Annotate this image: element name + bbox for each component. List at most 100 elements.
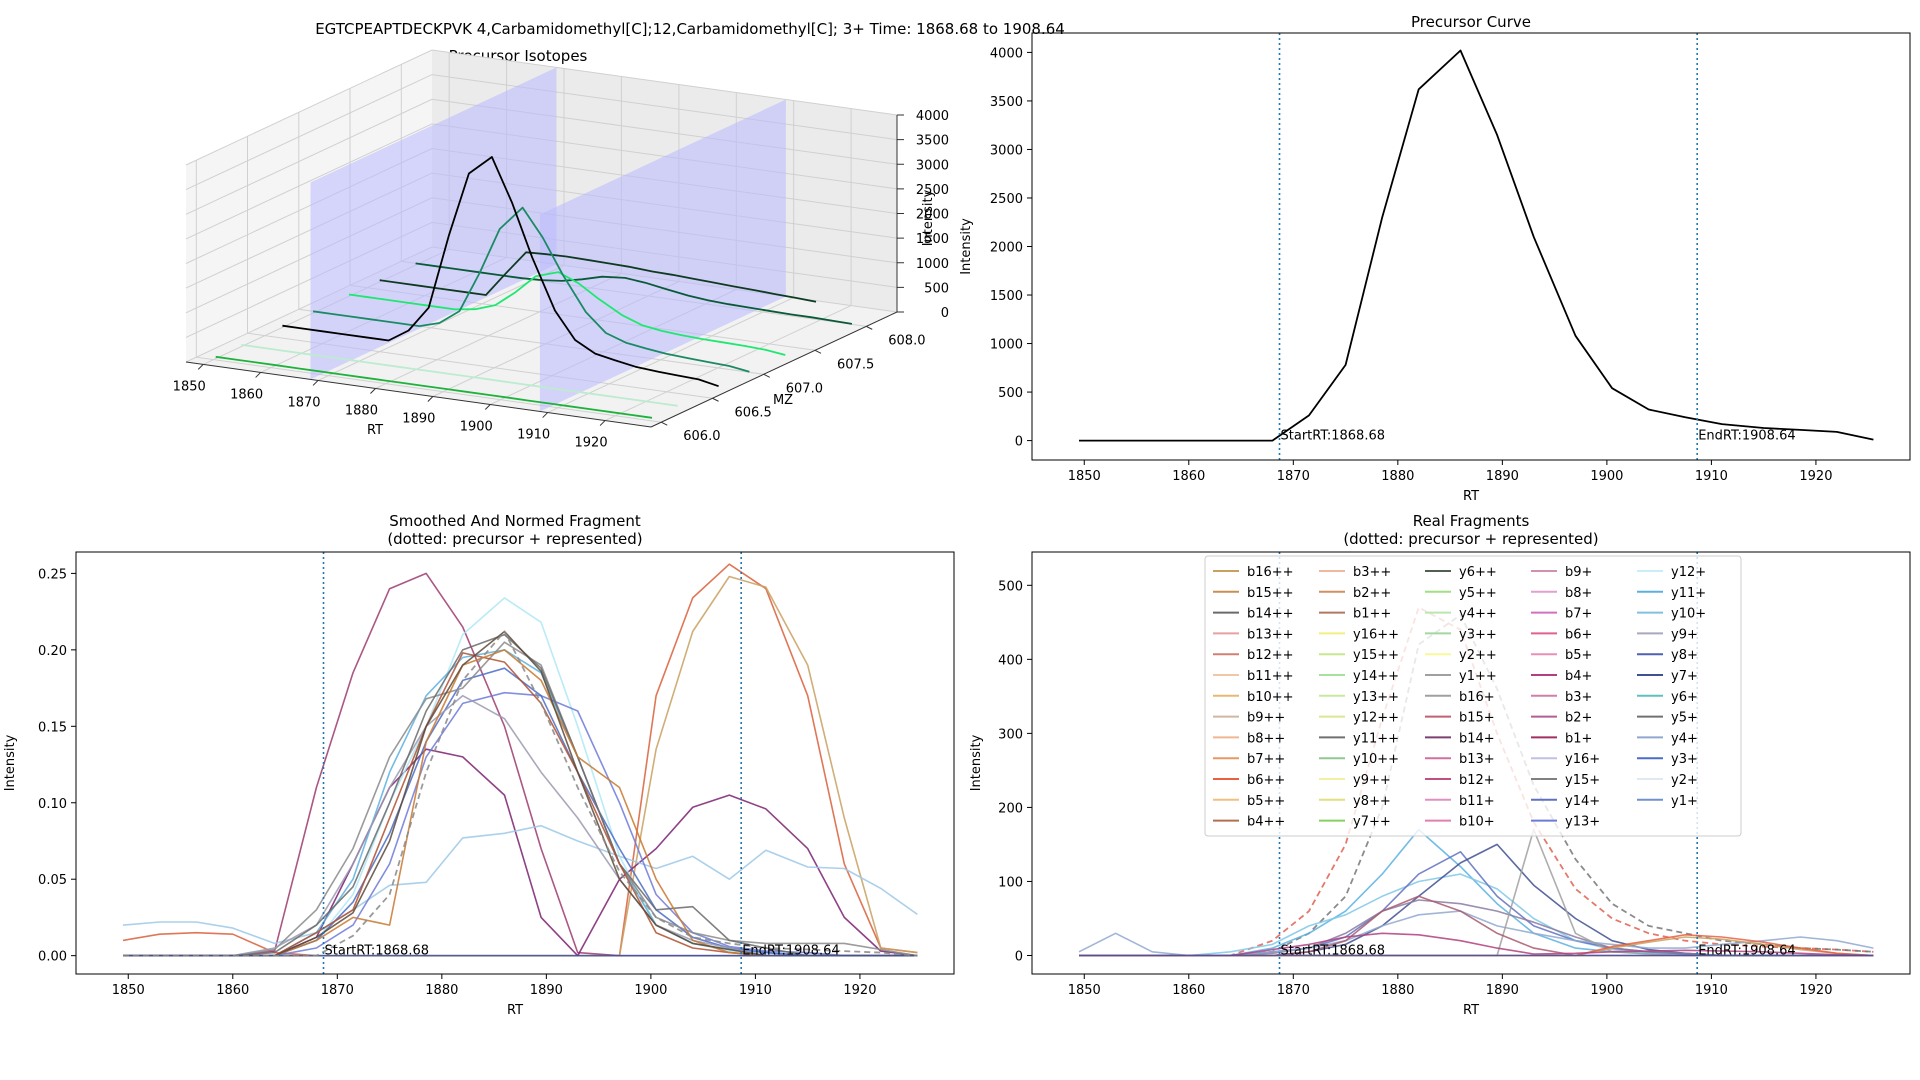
legend-label: b9++: [1247, 711, 1285, 726]
legend-label: b3+: [1565, 690, 1592, 705]
y-tick-label: 0.25: [38, 567, 67, 582]
isotope-line-2: [348, 271, 786, 356]
x-tick-label: 1850: [1068, 469, 1101, 484]
x-tick-label: 1860: [1172, 983, 1205, 998]
mz-tick-label: 607.0: [786, 381, 823, 396]
rt-axis-label: RT: [367, 423, 383, 438]
x-tick-label: 1910: [1695, 469, 1728, 484]
mz-tick-label: 608.0: [888, 333, 925, 348]
legend-label: y2++: [1459, 648, 1497, 663]
legend-label: b4++: [1247, 815, 1285, 830]
legend-label: b16+: [1459, 690, 1495, 705]
legend-label: b2+: [1565, 711, 1592, 726]
legend-label: y11+: [1671, 586, 1706, 601]
chart-precursor-curve: Precursor Curve 1850 1860 1870 1880 1890 1900 1…: [959, 13, 1911, 504]
y-tick-label: 300: [998, 727, 1023, 742]
isotope-line-3: [312, 206, 750, 373]
figure-suptitle: EGTCPEAPTDECKPVK 4,Carbamidomethyl[C];12…: [315, 20, 1065, 38]
intensity-tick-label: 3500: [916, 134, 949, 149]
start-rt-label: StartRT:1868.68: [1281, 429, 1386, 444]
legend-label: b10++: [1247, 690, 1294, 705]
grid-z: [185, 74, 898, 191]
y-tick-label: 0.00: [38, 950, 67, 965]
legend-label: b2++: [1353, 586, 1391, 601]
series-line-0: [1079, 49, 1874, 442]
rt-tick-mark: [197, 364, 204, 370]
x-axis-label: RT: [1463, 1003, 1479, 1018]
legend-label: y5+: [1671, 711, 1698, 726]
legend-label: y15+: [1565, 773, 1600, 788]
x-tick-label: 1850: [1068, 983, 1101, 998]
y-tick-label: 0.05: [38, 873, 67, 888]
legend-label: b8+: [1565, 586, 1592, 601]
y-axis-label: Intensity: [969, 734, 984, 791]
x-tick-label: 1880: [1381, 983, 1414, 998]
y-tick-label: 0.10: [38, 797, 67, 812]
y-tick-label: 2000: [990, 241, 1023, 256]
chart-smoothed-normed-fragment: Smoothed And Normed Fragment(dotted: pre…: [3, 512, 955, 1018]
series-line-13: [123, 649, 918, 957]
legend-label: y4++: [1459, 607, 1497, 622]
legend-label: b7+: [1565, 607, 1592, 622]
mz-tick-mark: [763, 373, 770, 378]
intensity-tick-label: 1500: [916, 232, 949, 247]
x-tick-label: 1890: [1486, 469, 1519, 484]
series-line-1: [123, 575, 918, 957]
chart-precursor-isotopes-3d: Precursor Isotopes1850186018701880189019…: [173, 47, 949, 451]
legend-label: y9+: [1671, 627, 1698, 642]
x-tick-label: 1870: [321, 983, 354, 998]
series-line-5: [1079, 843, 1874, 957]
y-tick-label: 200: [998, 801, 1023, 816]
mz-tick-mark: [712, 397, 719, 402]
y-tick-label: 0: [1015, 949, 1023, 964]
x-tick-label: 1900: [1590, 983, 1623, 998]
isotope-line-5: [241, 343, 678, 407]
series-line-16: [123, 630, 918, 957]
y-tick-label: 4000: [990, 46, 1023, 61]
legend-label: y11++: [1353, 731, 1399, 746]
intensity-tick-label: 1000: [916, 257, 949, 272]
plot-frame: [75, 551, 955, 975]
plot-frame: [1031, 551, 1911, 975]
series-line-2: [1079, 828, 1874, 957]
intensity-axis-label: Intensity: [921, 189, 936, 246]
x-tick-label: 1910: [1695, 983, 1728, 998]
legend-label: b7++: [1247, 752, 1285, 767]
series-line-8: [123, 667, 918, 957]
rt-tick-mark: [542, 412, 549, 418]
rt-tick-mark: [312, 380, 319, 386]
intensity-tick-label: 2000: [916, 208, 949, 223]
rt-tick-label: 1860: [230, 387, 263, 402]
series-line-7: [123, 691, 918, 957]
legend-label: b1+: [1565, 731, 1592, 746]
legend-label: b5++: [1247, 794, 1285, 809]
legend-label: b6++: [1247, 773, 1285, 788]
legend-label: b12+: [1459, 773, 1495, 788]
mz-tick-label: 606.5: [735, 405, 772, 420]
chart-subtitle: (dotted: precursor + represented): [387, 530, 642, 548]
chart-subtitle: (dotted: precursor + represented): [1343, 530, 1598, 548]
mz-axis-label: MZ: [773, 393, 793, 408]
legend-label: b1++: [1353, 607, 1391, 622]
legend-label: b3++: [1353, 565, 1391, 580]
legend-label: b14+: [1459, 731, 1495, 746]
legend-label: y6+: [1671, 690, 1698, 705]
mz-tick-mark: [661, 421, 668, 426]
end-rt-label: EndRT:1908.64: [742, 944, 839, 959]
legend-label: y4+: [1671, 731, 1698, 746]
intensity-tick-label: 2500: [916, 183, 949, 198]
y-tick-label: 1500: [990, 289, 1023, 304]
plot-frame: [1031, 32, 1911, 461]
mz-axis-line: [650, 311, 898, 428]
series-line-4: [1079, 850, 1874, 957]
intensity-tick-label: 3000: [916, 158, 949, 173]
legend-label: y13++: [1353, 690, 1399, 705]
y-axis-label: Intensity: [3, 734, 18, 791]
plot-data: [122, 563, 918, 957]
series-line-2: [123, 572, 918, 957]
legend-label: y14++: [1353, 669, 1399, 684]
rt-tick-mark: [255, 372, 261, 378]
legend-label: y1+: [1671, 794, 1698, 809]
y-tick-label: 1000: [990, 338, 1023, 353]
series-line-12: [123, 652, 918, 957]
